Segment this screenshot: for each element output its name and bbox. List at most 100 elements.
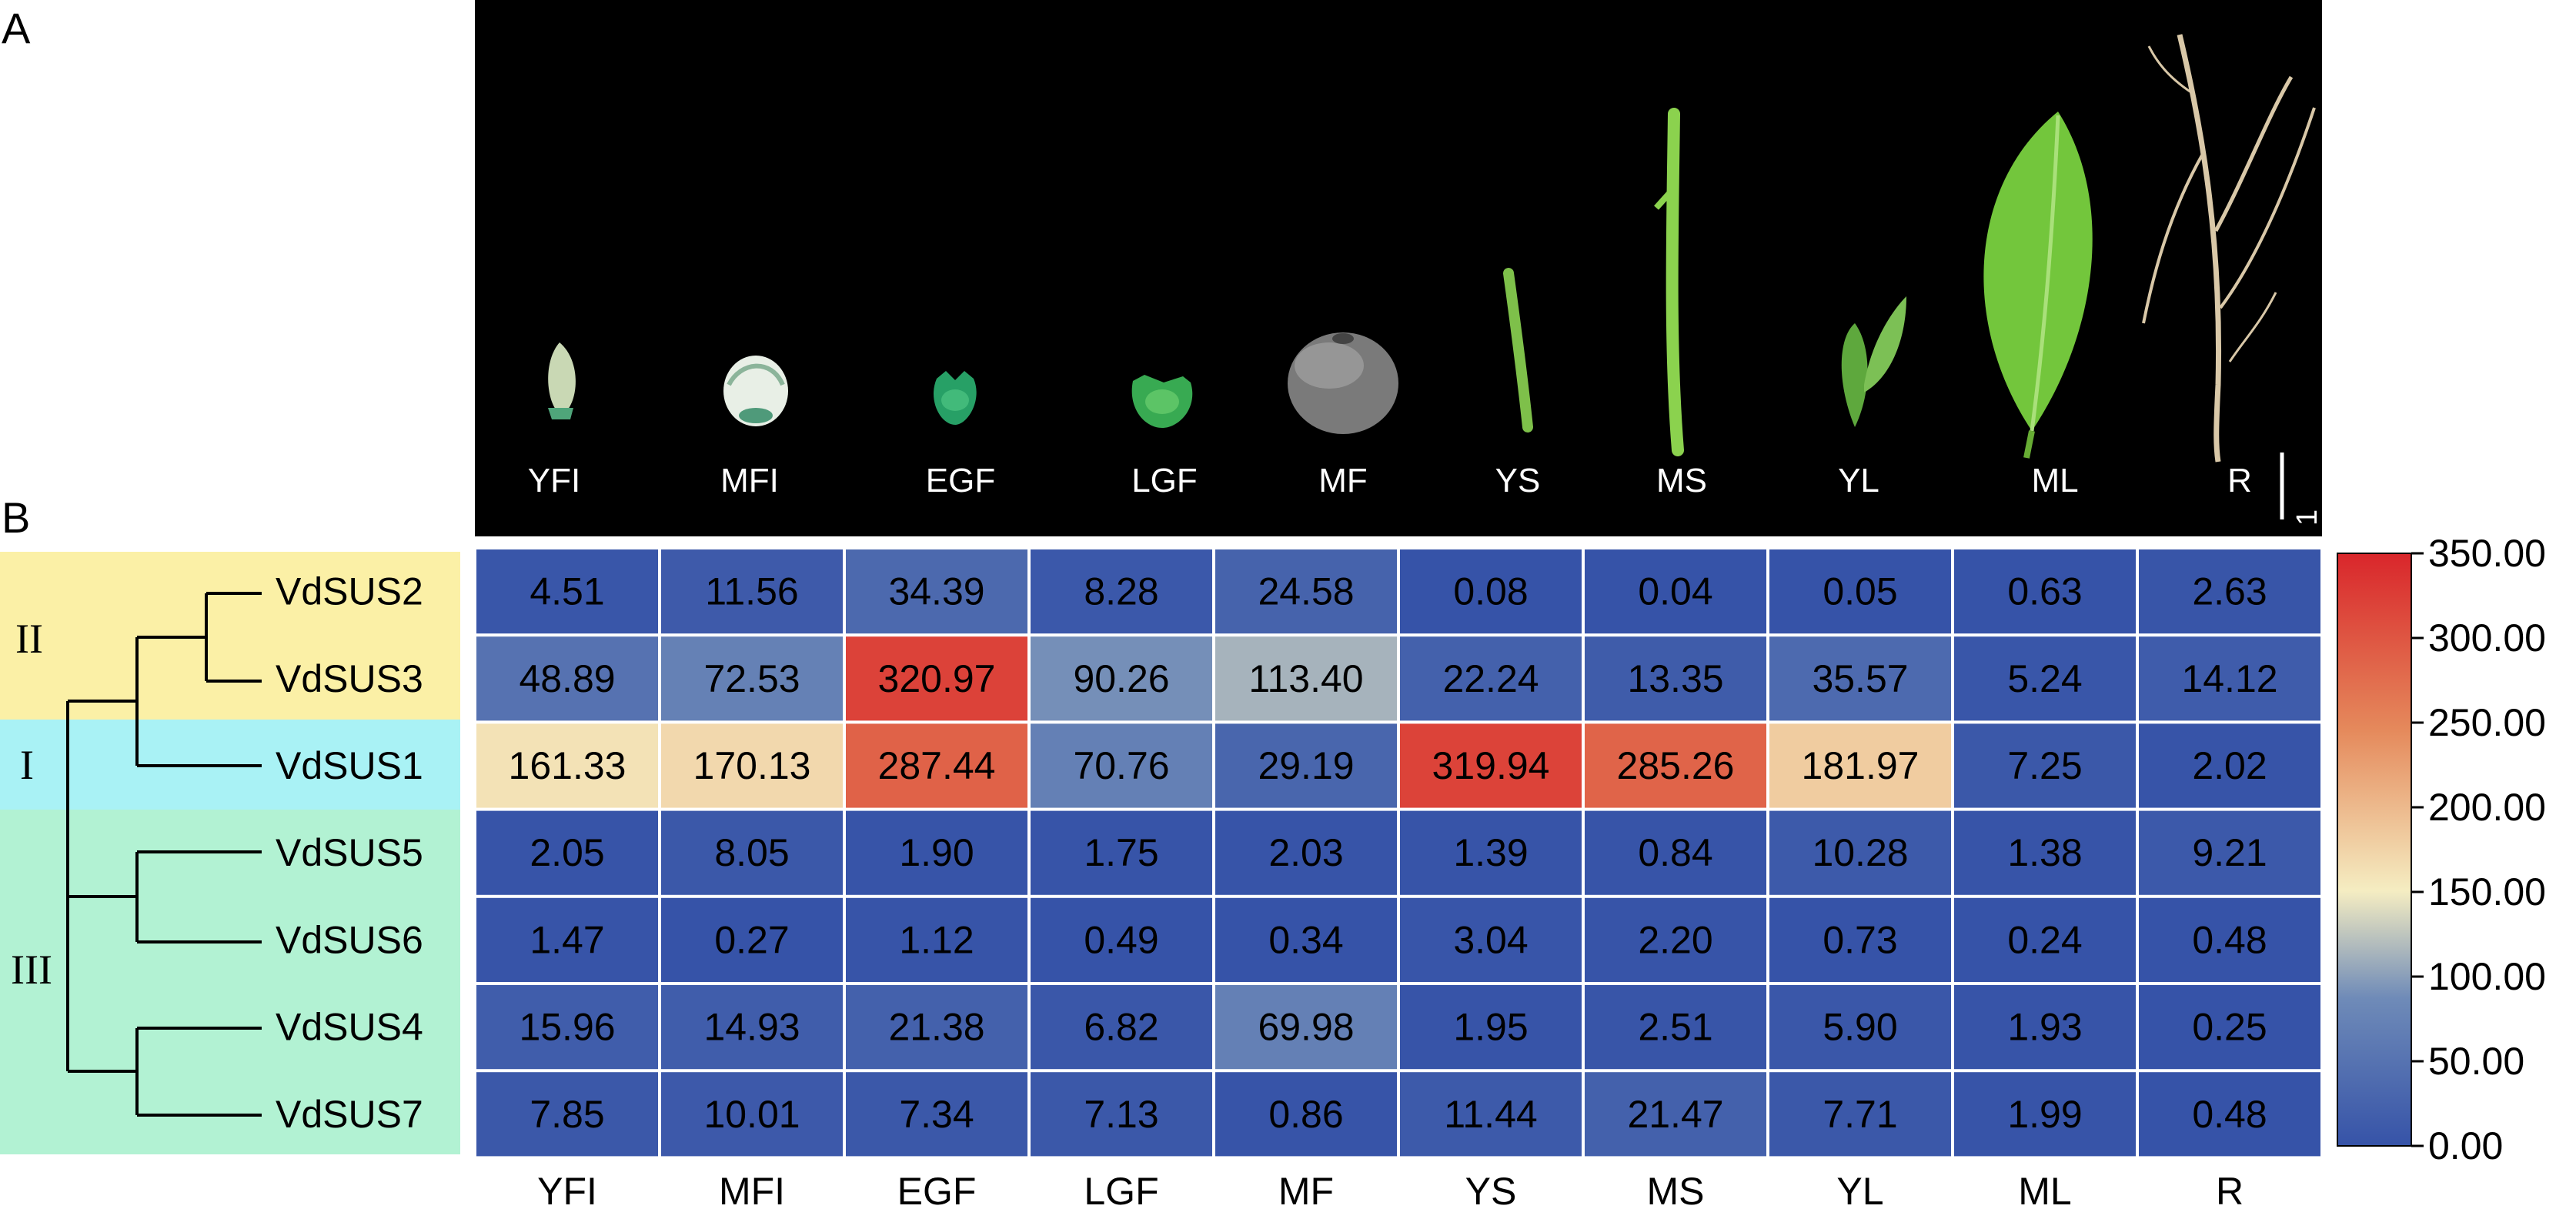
mature-fruit-image [1288, 332, 1398, 434]
heatmap-value-label: 2.05 [530, 831, 604, 874]
column-tick-label: EGF [897, 1170, 977, 1209]
colorbar-tick-label: 0.00 [2428, 1124, 2503, 1167]
column-tick-label: R [2216, 1170, 2244, 1209]
heatmap-cell [1400, 810, 1582, 895]
heatmap-value-label: 285.26 [1617, 744, 1735, 787]
mature-flower-image [723, 356, 788, 426]
heatmap-cell [476, 1072, 658, 1157]
heatmap-cell [476, 985, 658, 1070]
heatmap-value-label: 287.44 [878, 744, 996, 787]
mature-stem-image [1654, 108, 1684, 456]
heatmap-cell [1585, 985, 1766, 1070]
heatmap-cell [1954, 723, 2136, 808]
heatmap-cell [661, 723, 843, 808]
panel-label-a: A [2, 4, 31, 52]
heatmap-value-label: 113.40 [1248, 657, 1363, 700]
heatmap-cell [2139, 549, 2320, 634]
heatmap-value-label: 0.84 [1638, 831, 1712, 874]
gene-labels: VdSUS2 VdSUS3 VdSUS1 VdSUS5 VdSUS6 VdSUS4 VdSU… [276, 570, 423, 1136]
column-labels: YFI MFI EGF LGF MF YS MS YL ML R [537, 1170, 2244, 1209]
heatmap-value-label: 11.56 [705, 570, 798, 613]
heatmap-value-label: 320.97 [878, 657, 996, 700]
heatmap-cell [1215, 810, 1397, 895]
heatmap-value-label: 3.04 [1453, 918, 1528, 961]
colorbar-tick-label: 350.00 [2428, 532, 2546, 575]
heatmap-value-label: 0.63 [2007, 570, 2082, 613]
colorbar-tick-label: 100.00 [2428, 955, 2546, 998]
heatmap-value-label: 1.47 [530, 918, 604, 961]
heatmap-cell [476, 723, 658, 808]
panel-label-b: B [2, 493, 31, 542]
colorbar-tick-label: 50.00 [2428, 1040, 2524, 1083]
heatmap-cell [661, 897, 843, 982]
heatmap-cell [2139, 897, 2320, 982]
heatmap-cell [476, 549, 658, 634]
heatmap-value-label: 1.75 [1084, 831, 1158, 874]
photo-label-r: R [2227, 462, 2252, 499]
heatmap-value-label: 0.04 [1638, 570, 1712, 613]
young-flower-image [548, 342, 576, 419]
heatmap-cell [1769, 985, 1951, 1070]
heatmap-value-label: 1.39 [1453, 831, 1528, 874]
colorbar-tick-label: 200.00 [2428, 786, 2546, 829]
colorbar [2337, 553, 2412, 1147]
phylogenetic-tree [66, 592, 262, 1117]
heatmap-value-label: 7.13 [1084, 1093, 1158, 1136]
heatmap-cell [1031, 723, 1212, 808]
heatmap-cell [1400, 897, 1582, 982]
column-tick-label: ML [2018, 1170, 2071, 1209]
heatmap-cell [476, 636, 658, 721]
heatmap-cell [1031, 636, 1212, 721]
heatmap-value-label: 0.48 [2192, 918, 2267, 961]
heatmap-value-label: 1.38 [2007, 831, 2082, 874]
heatmap-cell [1769, 1072, 1951, 1157]
photo-label-mf: MF [1318, 462, 1368, 499]
heatmap-cell [846, 723, 1027, 808]
heatmap-cell [1769, 636, 1951, 721]
heatmap-value-label: 35.57 [1812, 657, 1908, 700]
heatmap-cell [1585, 549, 1766, 634]
heatmap-cell [1954, 1072, 2136, 1157]
photo-label-ms: MS [1656, 462, 1707, 499]
heatmap-value-label: 1.93 [2007, 1006, 2082, 1049]
clade-label-ii: II [15, 616, 43, 662]
heatmap-cell [1585, 810, 1766, 895]
clade-label-iii: III [11, 947, 52, 993]
photo-label-ml: ML [2031, 462, 2079, 499]
photo-label-yl: YL [1838, 462, 1879, 499]
heatmap-value-label: 0.08 [1453, 570, 1528, 613]
tissue-photo-strip: YFI MFI EGF LGF MF YS MS YL ML R 1 cm [475, 0, 2322, 536]
heatmap-value-label: 2.51 [1638, 1006, 1712, 1049]
heatmap-cell [1954, 985, 2136, 1070]
heatmap-cell [1215, 549, 1397, 634]
heatmap-cell [2139, 636, 2320, 721]
heatmap-value-label: 14.93 [703, 1006, 800, 1049]
heatmap-cell [1031, 810, 1212, 895]
heatmap-value-label: 6.82 [1084, 1006, 1158, 1049]
heatmap-value-label: 9.21 [2192, 831, 2267, 874]
heatmap-value-label: 8.05 [714, 831, 789, 874]
heatmap-cell [1585, 897, 1766, 982]
colorbar-tick-label: 300.00 [2428, 616, 2546, 660]
heatmap-value-label: 5.90 [1823, 1006, 1897, 1049]
photo-label-egf: EGF [925, 462, 996, 499]
heatmap-cell [476, 897, 658, 982]
heatmap-value-label: 15.96 [519, 1006, 615, 1049]
heatmap-value-label: 0.27 [714, 918, 789, 961]
photo-label-ys: YS [1495, 462, 1541, 499]
photo-label-lgf: LGF [1131, 462, 1198, 499]
colorbar-tick-label: 250.00 [2428, 701, 2546, 744]
heatmap-value-label: 22.24 [1442, 657, 1539, 700]
heatmap-cell [1585, 636, 1766, 721]
heatmap-value-label: 0.24 [2007, 918, 2082, 961]
heatmap-value-label: 181.97 [1802, 744, 1919, 787]
heatmap-value-label: 5.24 [2007, 657, 2082, 700]
heatmap-cell [661, 810, 843, 895]
heatmap-cell [1400, 636, 1582, 721]
heatmap-value-label: 319.94 [1432, 744, 1550, 787]
heatmap-value-label: 72.53 [703, 657, 800, 700]
heatmap-cell [2139, 1072, 2320, 1157]
heatmap-cell [846, 1072, 1027, 1157]
heatmap-value-label: 0.49 [1084, 918, 1158, 961]
heatmap-value-label: 11.44 [1444, 1093, 1537, 1136]
